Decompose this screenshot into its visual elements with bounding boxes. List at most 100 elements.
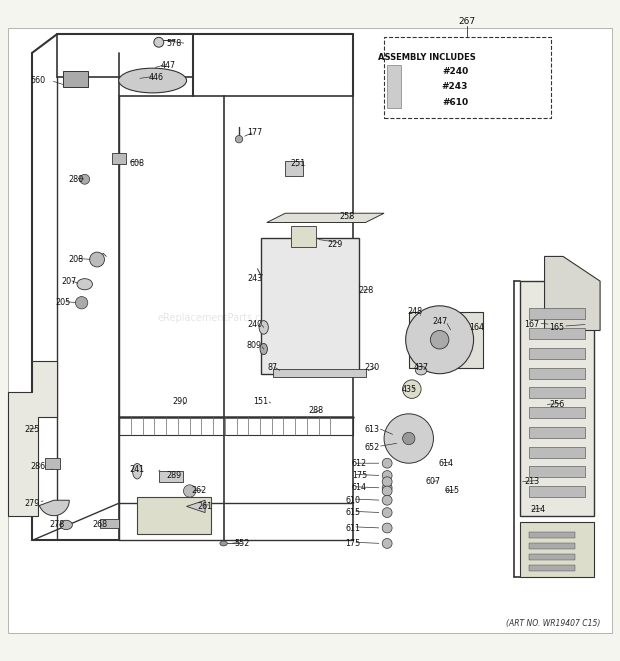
Polygon shape	[187, 500, 205, 512]
Text: 435: 435	[401, 385, 416, 394]
Circle shape	[405, 306, 474, 373]
Ellipse shape	[118, 68, 187, 93]
Bar	[100, 519, 118, 528]
Text: 578: 578	[167, 39, 182, 48]
Bar	[529, 447, 585, 457]
Bar	[529, 554, 575, 560]
Text: 167: 167	[525, 320, 540, 329]
Ellipse shape	[220, 541, 228, 546]
Text: 610: 610	[346, 496, 361, 505]
Circle shape	[382, 495, 392, 505]
Circle shape	[184, 485, 196, 497]
Text: 288: 288	[309, 407, 324, 415]
Circle shape	[80, 175, 90, 184]
Bar	[529, 466, 585, 477]
Text: 177: 177	[247, 128, 262, 137]
Text: 87: 87	[268, 363, 278, 372]
Text: 164: 164	[469, 323, 484, 332]
Bar	[291, 225, 316, 247]
Text: 225: 225	[25, 425, 40, 434]
Text: 240: 240	[247, 320, 262, 329]
Text: 614: 614	[438, 459, 453, 468]
Bar	[529, 368, 585, 379]
Circle shape	[382, 458, 392, 468]
Text: 290: 290	[173, 397, 188, 406]
Text: #610: #610	[442, 98, 468, 106]
Circle shape	[382, 508, 392, 518]
Text: eReplacementParts.com: eReplacementParts.com	[158, 313, 277, 323]
Circle shape	[382, 477, 392, 486]
Bar	[285, 161, 303, 176]
Ellipse shape	[77, 279, 92, 290]
Text: 230: 230	[364, 363, 379, 372]
Text: 175: 175	[352, 471, 367, 480]
Bar	[529, 348, 585, 359]
Text: 268: 268	[92, 520, 108, 529]
Text: 229: 229	[327, 239, 342, 249]
Text: 809: 809	[247, 342, 262, 350]
Circle shape	[236, 136, 242, 143]
Circle shape	[382, 486, 392, 496]
Bar	[409, 312, 483, 368]
Text: 608: 608	[130, 159, 144, 169]
Text: 607: 607	[426, 477, 441, 486]
Text: 213: 213	[525, 477, 540, 486]
Text: 262: 262	[192, 486, 206, 496]
Text: 261: 261	[198, 502, 213, 511]
Text: 243: 243	[247, 274, 262, 282]
Circle shape	[382, 539, 392, 549]
Text: 289: 289	[167, 471, 182, 480]
Bar	[529, 407, 585, 418]
Bar	[529, 565, 575, 571]
Text: 652: 652	[364, 444, 379, 452]
Bar	[529, 328, 585, 339]
Text: 613: 613	[364, 425, 379, 434]
Text: 552: 552	[234, 539, 250, 548]
Ellipse shape	[133, 463, 142, 479]
Bar	[137, 497, 211, 534]
Circle shape	[402, 380, 421, 399]
Bar	[273, 369, 366, 377]
Text: 251: 251	[290, 159, 305, 169]
Text: 615: 615	[445, 486, 459, 496]
Bar	[520, 522, 594, 578]
Text: 446: 446	[148, 73, 163, 82]
Text: 165: 165	[549, 323, 564, 332]
Text: 208: 208	[68, 255, 83, 264]
Bar	[260, 238, 360, 373]
Bar	[45, 458, 60, 469]
Circle shape	[90, 252, 104, 267]
Text: 258: 258	[339, 212, 355, 221]
Circle shape	[402, 432, 415, 445]
Text: 437: 437	[414, 363, 428, 372]
Text: 611: 611	[346, 524, 361, 533]
Circle shape	[382, 471, 392, 481]
Polygon shape	[544, 256, 600, 330]
Text: 247: 247	[432, 317, 447, 326]
Text: 612: 612	[352, 459, 367, 468]
Bar	[529, 531, 575, 538]
Circle shape	[154, 37, 164, 47]
Polygon shape	[267, 214, 384, 223]
Text: #243: #243	[442, 82, 468, 91]
Bar	[63, 71, 88, 87]
Ellipse shape	[260, 344, 267, 354]
Text: #240: #240	[442, 67, 468, 76]
Circle shape	[384, 414, 433, 463]
Polygon shape	[7, 362, 57, 516]
Ellipse shape	[259, 321, 268, 334]
Bar	[529, 387, 585, 399]
Ellipse shape	[60, 520, 73, 529]
Text: 151: 151	[253, 397, 268, 406]
Text: 228: 228	[358, 286, 373, 295]
Text: 560: 560	[31, 76, 46, 85]
Text: 278: 278	[50, 520, 64, 529]
Text: 205: 205	[55, 298, 71, 307]
Bar	[529, 486, 585, 497]
Bar	[529, 308, 585, 319]
Bar	[112, 153, 126, 164]
Text: 241: 241	[130, 465, 144, 474]
Text: (ART NO. WR19407 C15): (ART NO. WR19407 C15)	[506, 619, 600, 628]
Text: 248: 248	[407, 307, 422, 317]
Circle shape	[430, 330, 449, 349]
